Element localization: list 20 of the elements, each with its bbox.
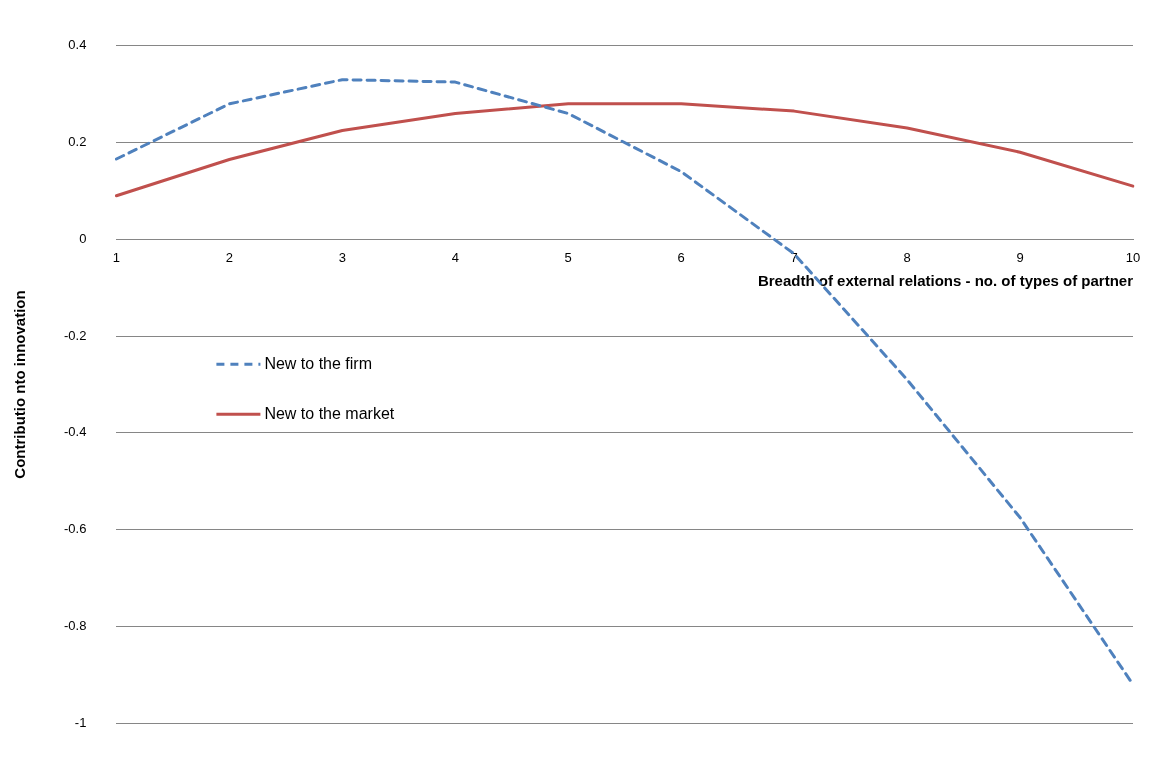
x-tick-label: 5 [564,249,572,265]
x-tick-label: 2 [225,249,233,265]
x-tick-label: 3 [338,249,346,265]
y-tick-label: -0.6 [63,521,87,537]
y-tick-label: -0.2 [63,327,87,343]
y-tick-label: 0.4 [68,37,87,53]
x-tick-label: 10 [1125,249,1141,265]
x-tick-label: 8 [903,249,911,265]
x-tick-label: 4 [451,249,459,265]
y-tick-label: -0.4 [63,424,87,440]
y-tick-label: 0 [79,230,87,246]
legend-label: New to the firm [264,354,372,372]
y-tick-label: 0.2 [68,134,87,150]
y-tick-label: -0.8 [63,618,87,634]
y-tick-label: -1 [74,714,87,730]
y-axis-title: Contributio nto innovation [11,290,29,479]
x-tick-label: 9 [1016,249,1024,265]
x-tick-label: 6 [677,249,685,265]
legend-label: New to the market [264,404,395,422]
x-tick-label: 1 [112,249,121,265]
